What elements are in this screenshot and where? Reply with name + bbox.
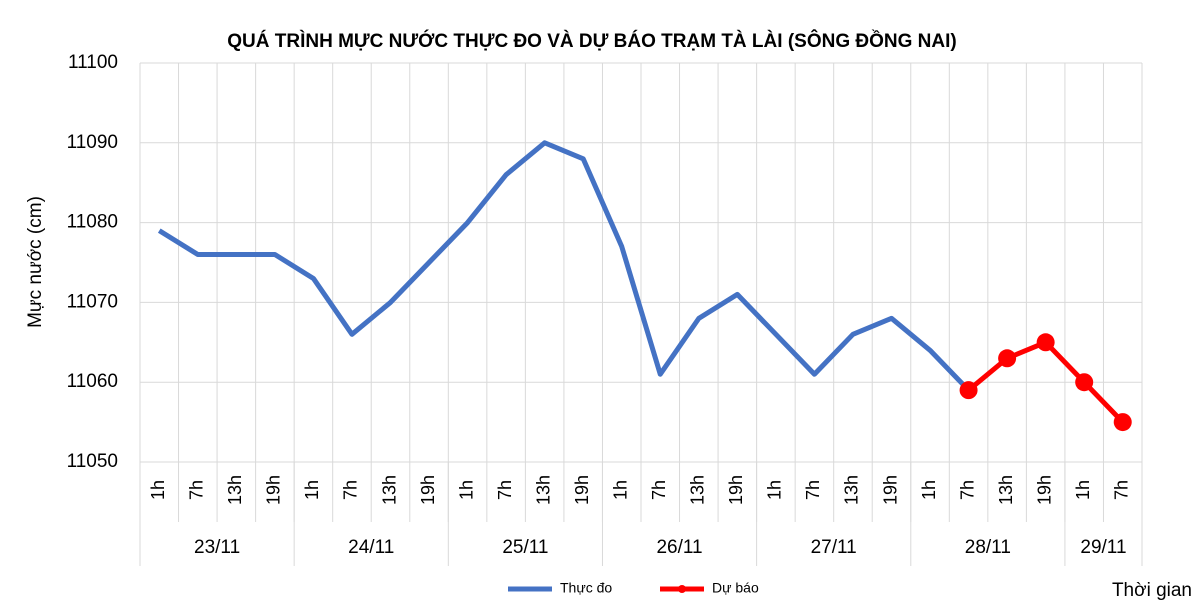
x-tick-label: 7h xyxy=(495,480,515,500)
series-line xyxy=(157,140,971,392)
group-label: 26/11 xyxy=(656,537,702,558)
x-tick-label: 13h xyxy=(996,475,1016,505)
x-tick-label: 1h xyxy=(919,480,939,500)
group-label: 23/11 xyxy=(194,537,240,558)
point-marker xyxy=(998,349,1017,368)
x-tick-label: 7h xyxy=(341,480,361,500)
y-axis-label: Mực nước (cm) xyxy=(25,196,46,328)
x-tick-label: 7h xyxy=(649,480,669,500)
group-label: 28/11 xyxy=(965,537,1011,558)
x-tick-label: 1h xyxy=(765,480,785,500)
legend-label: Dự báo xyxy=(712,580,759,596)
x-tick-label: 1h xyxy=(456,480,476,500)
x-tick-label: 1h xyxy=(148,480,168,500)
x-tick-label: 19h xyxy=(726,475,746,505)
point-marker xyxy=(1113,413,1132,432)
x-tick-label: 13h xyxy=(842,475,862,505)
x-tick-label: 19h xyxy=(880,475,900,505)
y-tick-label: 11080 xyxy=(67,212,118,233)
x-tick-label: 7h xyxy=(803,480,823,500)
x-tick-label: 7h xyxy=(187,480,207,500)
x-tick-label: 1h xyxy=(302,480,322,500)
group-label: 25/11 xyxy=(502,537,548,558)
point-marker xyxy=(959,381,978,400)
y-tick-label: 11100 xyxy=(68,52,118,73)
chart-title: QUÁ TRÌNH MỰC NƯỚC THỰC ĐO VÀ DỰ BÁO TRẠ… xyxy=(227,30,956,52)
x-tick-label: 13h xyxy=(225,475,245,505)
group-label: 29/11 xyxy=(1080,537,1126,558)
point-marker xyxy=(1036,333,1055,352)
x-tick-label: 19h xyxy=(1034,475,1054,505)
y-tick-label: 11090 xyxy=(67,132,118,153)
x-tick-label: 1h xyxy=(610,480,630,500)
x-tick-label: 13h xyxy=(688,475,708,505)
legend-label: Thực đo xyxy=(560,580,612,596)
group-label: 24/11 xyxy=(348,537,394,558)
x-tick-label: 19h xyxy=(572,475,592,505)
x-tick-label: 13h xyxy=(533,475,553,505)
y-tick-label: 11050 xyxy=(67,451,118,472)
point-marker xyxy=(1075,373,1094,392)
legend-marker xyxy=(678,585,686,593)
x-tick-label: 19h xyxy=(418,475,438,505)
y-tick-label: 11060 xyxy=(67,371,118,392)
x-tick-label: 13h xyxy=(379,475,399,505)
x-tick-label: 1h xyxy=(1073,480,1093,500)
group-label: 27/11 xyxy=(811,537,857,558)
y-tick-label: 11070 xyxy=(67,291,118,312)
x-tick-label: 19h xyxy=(264,475,284,505)
x-tick-label: 7h xyxy=(957,480,977,500)
x-axis-label: Thời gian xyxy=(1112,580,1192,601)
x-tick-label: 7h xyxy=(1111,480,1131,500)
